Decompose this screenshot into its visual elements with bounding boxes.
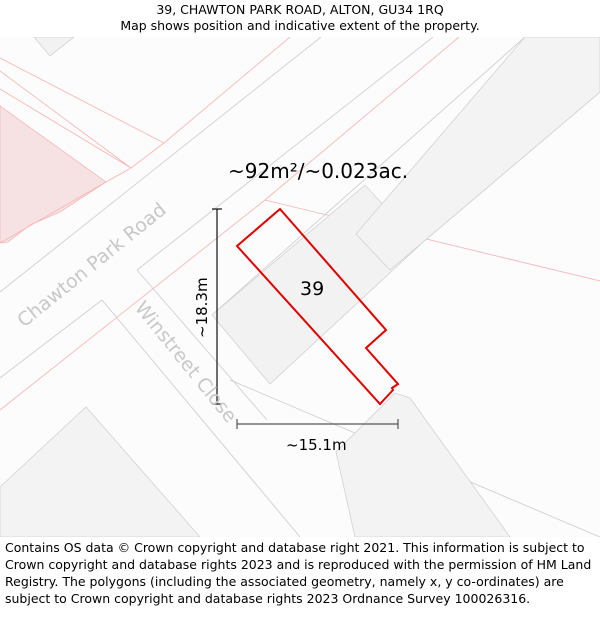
building-band (355, 37, 600, 271)
height-measure-label: ~18.3m (193, 277, 211, 338)
attribution-text: Contains OS data © Crown copyright and d… (5, 540, 592, 606)
map-subtitle: Map shows position and indicative extent… (120, 18, 480, 33)
building-bottom-left (0, 406, 201, 537)
building-bottom-right (335, 392, 511, 537)
plot-number: 39 (300, 278, 324, 300)
area-label: ~92m²/~0.023ac. (228, 159, 408, 183)
map-canvas[interactable]: Chawton Park Road Winstreet Close ~92m²/… (0, 37, 600, 537)
property-boundary[interactable] (235, 207, 400, 406)
map-header: 39, CHAWTON PARK ROAD, ALTON, GU34 1RQ M… (0, 0, 600, 37)
width-measure-label: ~15.1m (286, 436, 347, 454)
width-measure-bar (236, 419, 399, 429)
boundary-lines (0, 37, 600, 411)
property-address: 39, CHAWTON PARK ROAD, ALTON, GU34 1RQ (156, 2, 444, 17)
building-top-left (33, 37, 75, 57)
height-measure-bar (212, 208, 222, 405)
